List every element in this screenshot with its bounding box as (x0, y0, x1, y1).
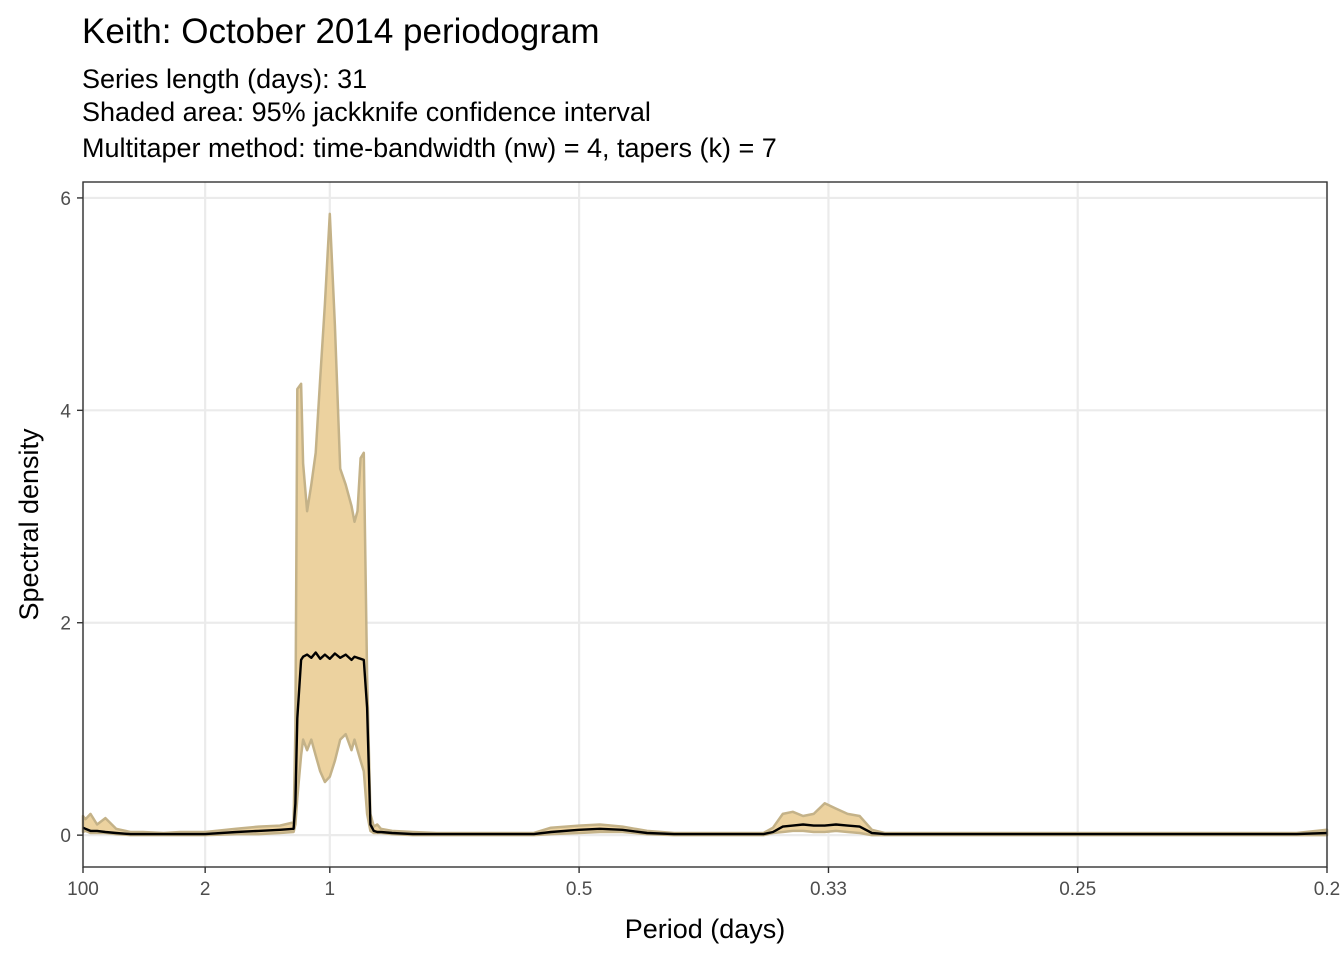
x-tick-label: 0.25 (1059, 879, 1096, 900)
chart-subtitle-line: Multitaper method: time-bandwidth (nw) =… (82, 133, 777, 163)
x-tick-label: 2 (200, 879, 211, 900)
x-axis-title: Period (days) (625, 914, 786, 944)
y-axis-title: Spectral density (14, 428, 44, 621)
x-tick-label: 0.2 (1314, 879, 1340, 900)
y-tick-label: 0 (60, 826, 71, 847)
x-tick-label: 0.5 (566, 879, 592, 900)
plot-panel-border (82, 181, 1328, 868)
y-axis: 0 2 4 6 (60, 189, 83, 847)
y-tick-label: 2 (60, 614, 71, 635)
confidence-band (81, 212, 1329, 837)
chart-title: Keith: October 2014 periodogram (82, 12, 600, 51)
x-axis: 100 2 1 0.5 0.33 0.25 0.2 (67, 867, 1340, 900)
x-tick-label: 1 (325, 879, 336, 900)
chart-subtitle-line: Series length (days): 31 (82, 64, 368, 94)
x-tick-label: 0.33 (810, 879, 847, 900)
y-tick-label: 6 (60, 189, 71, 210)
y-tick-label: 4 (60, 401, 71, 422)
spectral-density-line (82, 651, 1328, 836)
grid-lines (81, 182, 1329, 867)
x-tick-label: 100 (67, 879, 99, 900)
chart-subtitle-line: Shaded area: 95% jackknife confidence in… (82, 97, 651, 127)
